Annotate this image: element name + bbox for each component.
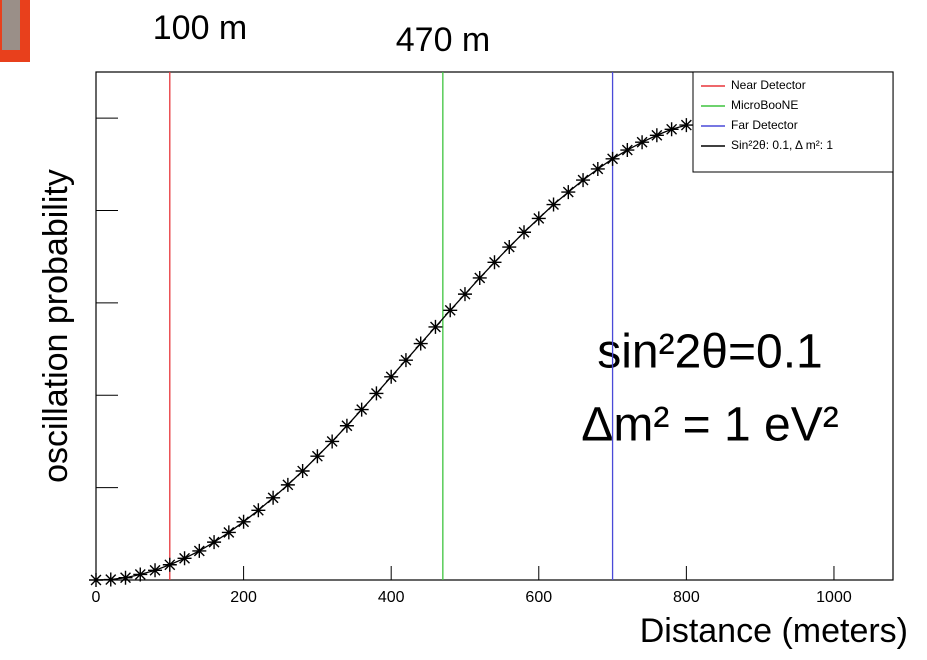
data-point	[546, 197, 561, 212]
legend-label: MicroBooNE	[731, 98, 798, 112]
data-point	[487, 255, 502, 270]
x-axis-label: Distance (meters)	[640, 612, 908, 650]
plot-frame	[95, 71, 894, 581]
data-point	[413, 336, 428, 351]
data-point	[679, 118, 694, 133]
data-point	[384, 369, 399, 384]
data-point	[310, 449, 325, 464]
data-point	[89, 573, 103, 587]
annotation: sin²2θ=0.1	[597, 326, 823, 379]
data-point	[398, 353, 413, 368]
y-axis-label: oscillation probability	[37, 169, 75, 483]
data-point	[443, 303, 458, 318]
data-point	[649, 128, 664, 143]
data-point	[457, 287, 472, 302]
data-point	[207, 535, 222, 550]
data-point	[221, 525, 236, 540]
corner-icon-inner	[2, 0, 20, 50]
data-point	[576, 173, 591, 188]
annotation: 100 m	[153, 9, 248, 47]
data-point	[236, 514, 251, 529]
data-point	[103, 572, 118, 587]
data-point	[325, 434, 340, 449]
data-point	[428, 319, 443, 334]
data-point	[192, 543, 207, 558]
data-point	[472, 270, 487, 285]
data-point	[133, 567, 148, 582]
data-point	[531, 211, 546, 226]
legend-label: Far Detector	[731, 118, 798, 132]
data-point	[664, 122, 679, 137]
x-tick-label: 400	[378, 589, 405, 606]
legend	[692, 71, 894, 173]
annotation: 470 m	[396, 21, 491, 59]
data-point	[502, 240, 517, 255]
legend-label: Sin²2θ: 0.1, Δ m²: 1	[731, 138, 833, 152]
data-point	[280, 477, 295, 492]
x-tick-label: 1000	[816, 589, 852, 606]
data-point	[339, 418, 354, 433]
data-point	[590, 161, 605, 176]
data-point	[605, 151, 620, 166]
data-point	[162, 557, 177, 572]
x-tick-label: 200	[230, 589, 257, 606]
data-point	[295, 464, 310, 479]
data-point	[266, 490, 281, 505]
legend-label: Near Detector	[731, 78, 806, 92]
x-tick-label: 600	[525, 589, 552, 606]
data-point	[177, 551, 192, 566]
data-point	[118, 570, 133, 585]
data-point	[517, 225, 532, 240]
annotation: Δm² = 1 eV²	[581, 399, 838, 452]
data-point	[561, 185, 576, 200]
data-point	[354, 402, 369, 417]
x-tick-label: 800	[673, 589, 700, 606]
data-point	[251, 503, 266, 518]
data-point	[148, 563, 163, 578]
data-point	[635, 135, 650, 150]
data-point	[369, 386, 384, 401]
x-tick-label: 0	[92, 589, 101, 606]
data-point	[620, 143, 635, 158]
